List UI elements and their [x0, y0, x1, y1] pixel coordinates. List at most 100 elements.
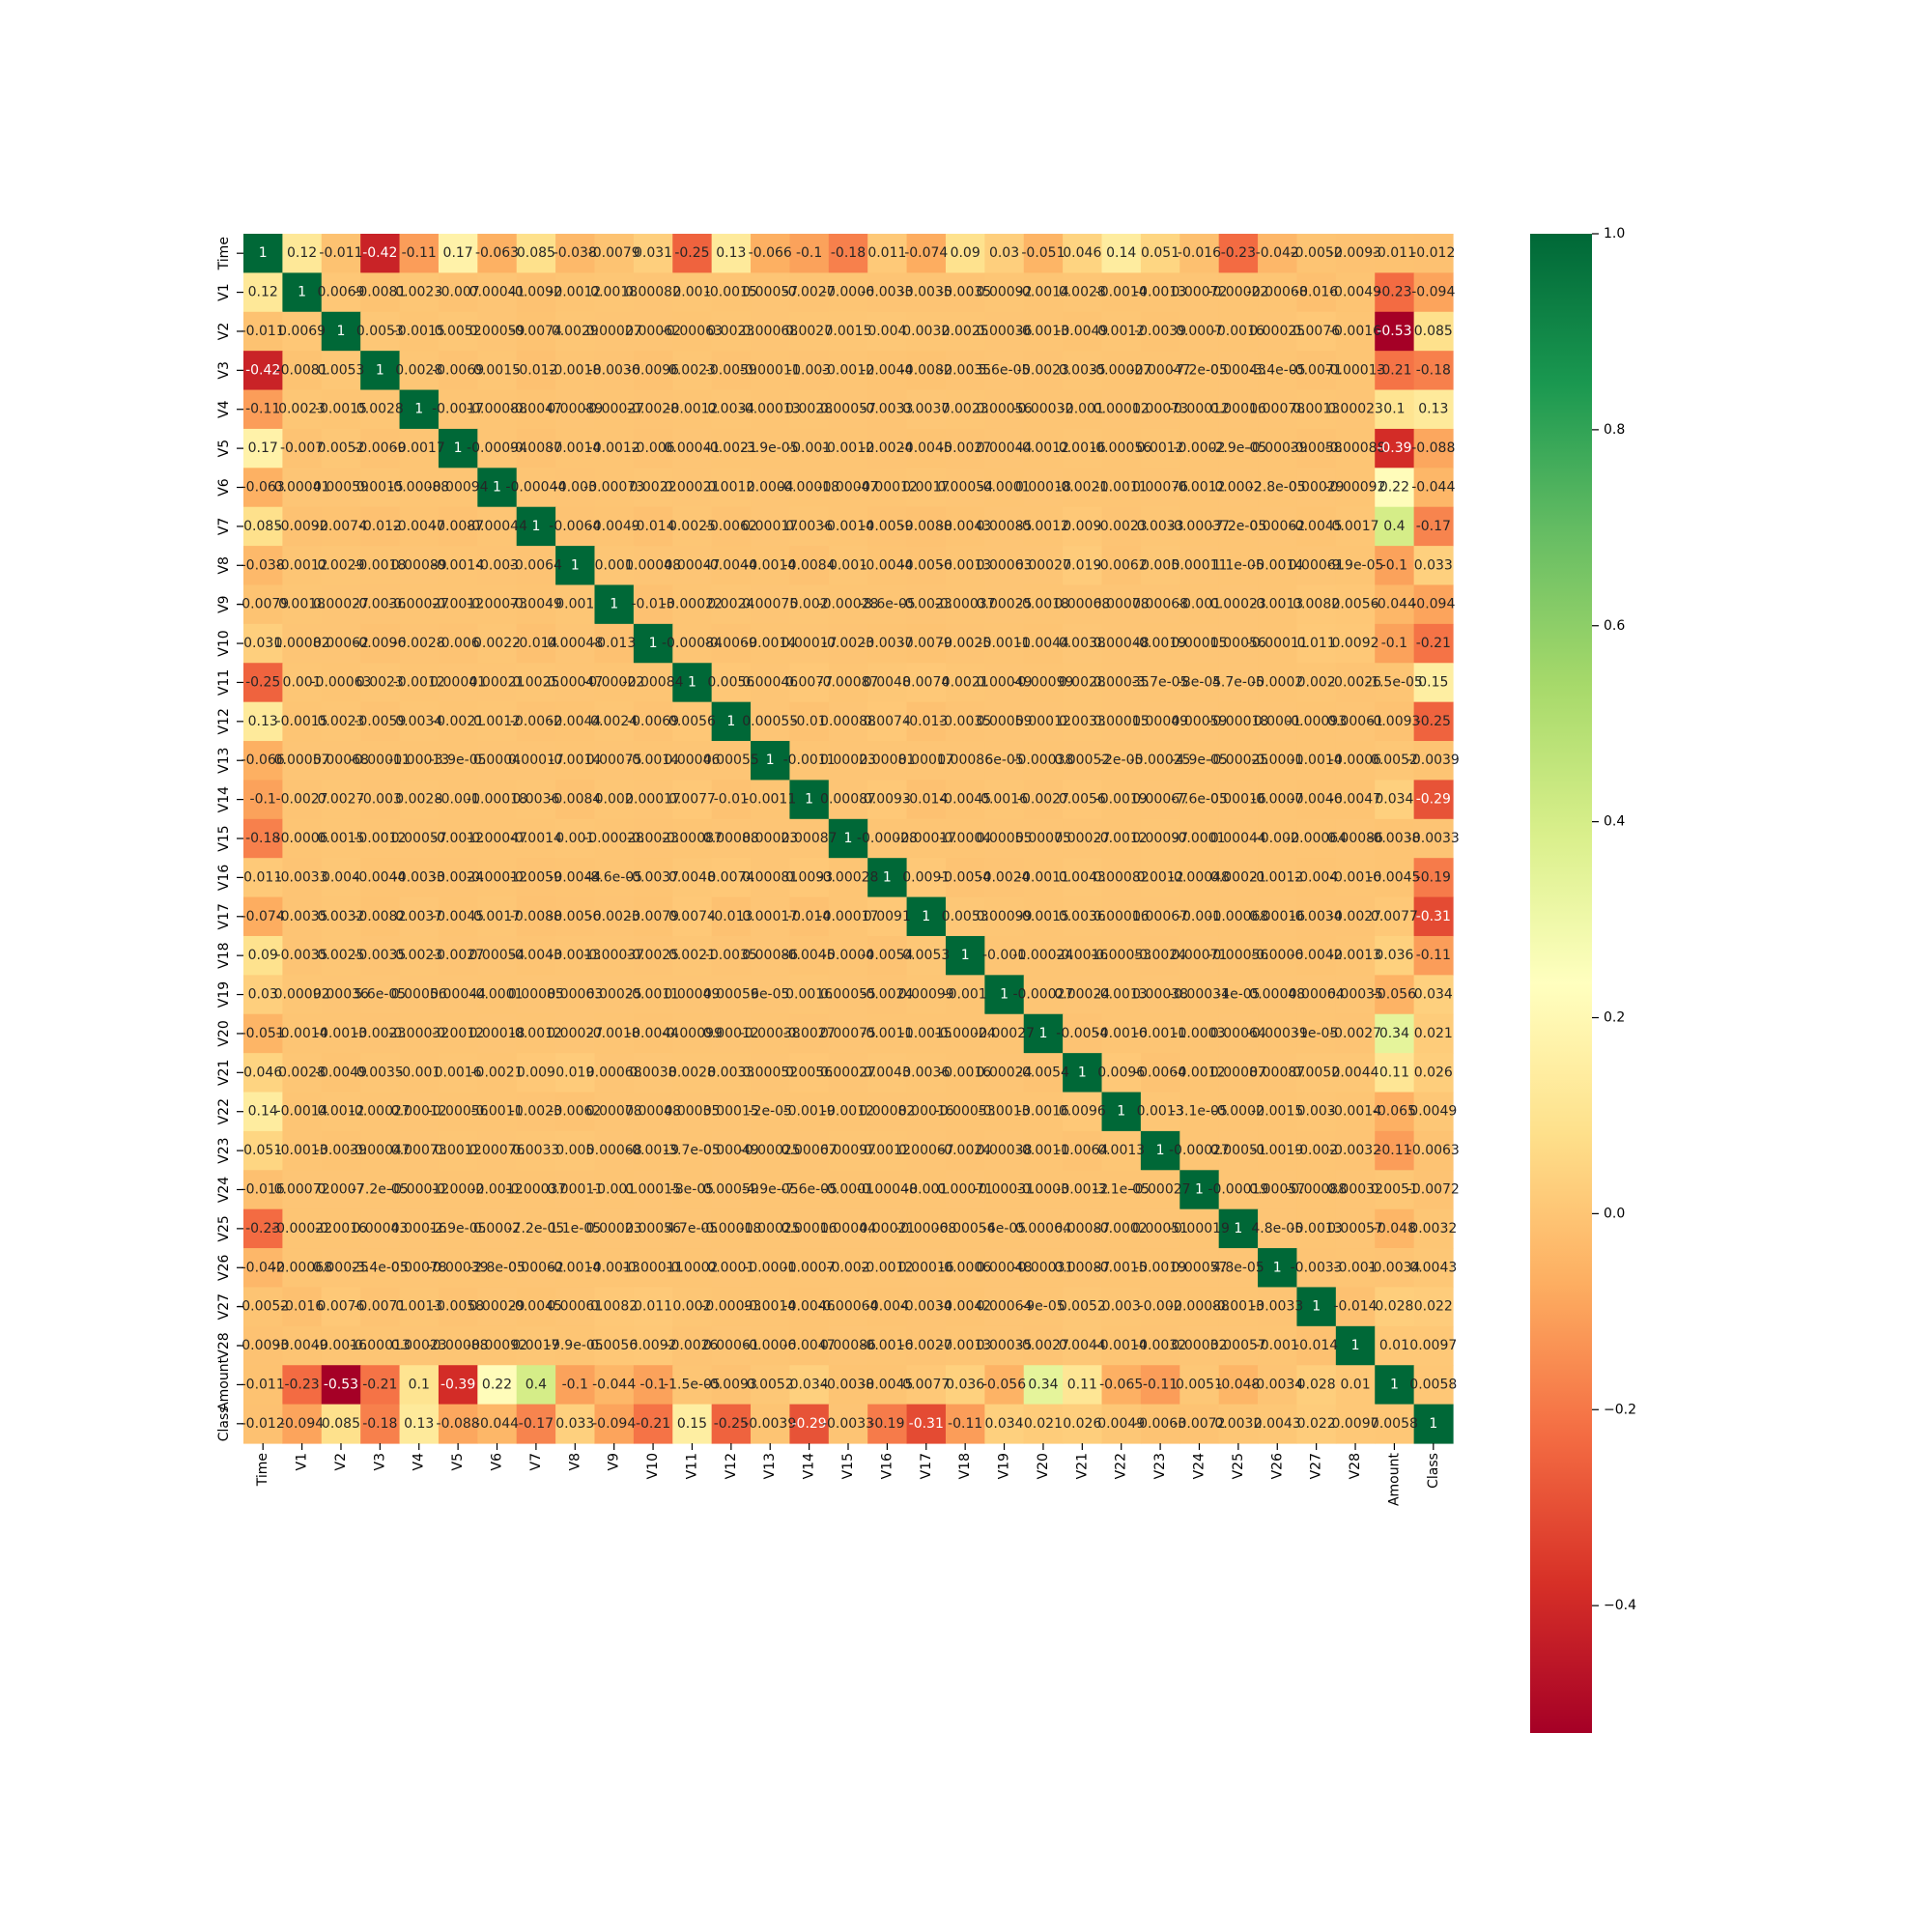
heatmap-cell	[789, 311, 830, 352]
heatmap-cell	[243, 1325, 283, 1366]
cell-value-label: 0.00082	[1094, 869, 1150, 885]
heatmap-cell	[1140, 858, 1180, 898]
heatmap-cell	[1296, 935, 1337, 976]
cell-value-label: 0.00068	[586, 1065, 642, 1080]
heatmap-cell	[633, 896, 673, 937]
cell-value-label: 0.00075	[820, 1026, 876, 1041]
heatmap-cell	[984, 780, 1025, 820]
cell-value-label: -0.0088	[900, 519, 952, 534]
heatmap-cell	[1413, 975, 1454, 1015]
heatmap-cell	[555, 272, 596, 313]
heatmap-cell	[555, 1130, 596, 1171]
heatmap-cell	[282, 975, 323, 1015]
heatmap-cell	[555, 546, 596, 586]
heatmap-cell	[828, 701, 868, 742]
cell-value-label: -0.0019	[783, 1104, 836, 1120]
heatmap-cell	[984, 858, 1025, 898]
heatmap-cell	[906, 1325, 947, 1366]
heatmap-cell	[1258, 389, 1298, 430]
cell-value-label: 0.00025	[977, 597, 1033, 612]
cell-value-label: -0.00039	[1247, 440, 1308, 456]
cell-value-label: 1	[922, 909, 930, 924]
cell-value-label: 1	[844, 831, 853, 846]
heatmap-cell	[751, 896, 791, 937]
heatmap-cell	[1335, 468, 1376, 508]
heatmap-cell	[1140, 1287, 1180, 1327]
heatmap-cell	[1296, 234, 1337, 273]
heatmap-cell	[1023, 975, 1064, 1015]
heatmap-cell	[438, 780, 478, 820]
cell-value-label: 0.085	[1414, 324, 1453, 339]
heatmap-cell	[867, 1130, 908, 1171]
heatmap-cell	[1140, 701, 1180, 742]
cell-value-label: 0.03	[989, 245, 1019, 261]
heatmap-cell	[751, 780, 791, 820]
heatmap-cell	[789, 741, 830, 781]
heatmap-cell	[282, 351, 323, 391]
heatmap-cell	[1335, 858, 1376, 898]
cell-value-label: 0.00016	[1210, 402, 1266, 417]
heatmap-cell	[711, 351, 752, 391]
heatmap-cell	[555, 428, 596, 469]
cell-value-label: 1	[1273, 1260, 1282, 1275]
heatmap-cell	[594, 428, 635, 469]
cell-value-label: 0.0023	[395, 285, 442, 300]
heatmap-cell	[243, 1130, 283, 1171]
cell-value-label: -0.0033	[822, 1416, 874, 1432]
heatmap-cell	[438, 389, 478, 430]
heatmap-cell	[1140, 741, 1180, 781]
cell-value-label: 0.0015	[356, 480, 404, 496]
y-tick-label: V6	[216, 478, 232, 497]
cell-value-label: 0.00067	[1132, 792, 1188, 808]
cell-value-label: -0.0028	[627, 402, 679, 417]
x-tick-label: Class	[1426, 1453, 1441, 1489]
heatmap-cell	[282, 935, 323, 976]
cell-value-label: -0.0012	[1251, 869, 1303, 885]
cell-value-label: 0.00025	[1249, 324, 1305, 339]
cell-value-label: -0.25	[714, 1416, 749, 1432]
cell-value-label: -0.0003	[1173, 1026, 1225, 1041]
heatmap-cell	[945, 935, 985, 976]
heatmap-cell	[243, 272, 283, 313]
cell-value-label: -0.0023	[1017, 362, 1069, 378]
heatmap-cell	[751, 506, 791, 547]
heatmap-cell	[1335, 1325, 1376, 1366]
heatmap-cell	[1179, 351, 1220, 391]
cell-value-label: -0.0063	[1407, 1143, 1460, 1158]
cell-value-label: -0.0014	[627, 753, 679, 768]
heatmap-cell	[984, 1013, 1025, 1054]
heatmap-cell	[1296, 1130, 1337, 1171]
heatmap-cell	[594, 272, 635, 313]
heatmap-cell	[321, 1092, 361, 1132]
cell-value-label: 0.00027	[547, 1026, 603, 1041]
y-tick-label: V1	[216, 283, 232, 300]
heatmap-cell	[672, 701, 713, 742]
heatmap-cell	[1413, 468, 1454, 508]
cell-value-label: -0.00011	[1247, 636, 1308, 651]
cell-value-label: -0.0027	[1329, 909, 1381, 924]
heatmap-cell	[672, 1404, 713, 1444]
heatmap-cell	[828, 234, 868, 273]
heatmap-cell	[438, 428, 478, 469]
cell-value-label: 0.002	[1297, 674, 1336, 690]
cell-value-label: 0.00076	[1132, 480, 1188, 496]
heatmap-cell	[751, 1013, 791, 1054]
cell-value-label: -0.0093	[705, 1377, 757, 1392]
cell-value-label: 0.00063	[547, 987, 603, 1003]
heatmap-cell	[477, 546, 518, 586]
heatmap-cell	[1140, 780, 1180, 820]
cell-value-label: -4.9e-05	[742, 1181, 799, 1197]
cell-value-label: -0.31	[1416, 909, 1451, 924]
heatmap-cell	[1101, 1365, 1142, 1406]
heatmap-cell	[1101, 1053, 1142, 1094]
heatmap-cell	[789, 818, 830, 859]
cell-value-label: -0.00093	[1286, 714, 1347, 729]
heatmap-cell	[1218, 506, 1259, 547]
heatmap-cell	[1258, 1325, 1298, 1366]
cell-value-label: -0.17	[519, 1416, 554, 1432]
cell-value-label: 0.00044	[820, 1221, 876, 1236]
cell-value-label: -0.002	[1294, 1143, 1338, 1158]
heatmap-cell	[672, 272, 713, 313]
heatmap-cell	[711, 1092, 752, 1132]
heatmap-cell	[1335, 311, 1376, 352]
